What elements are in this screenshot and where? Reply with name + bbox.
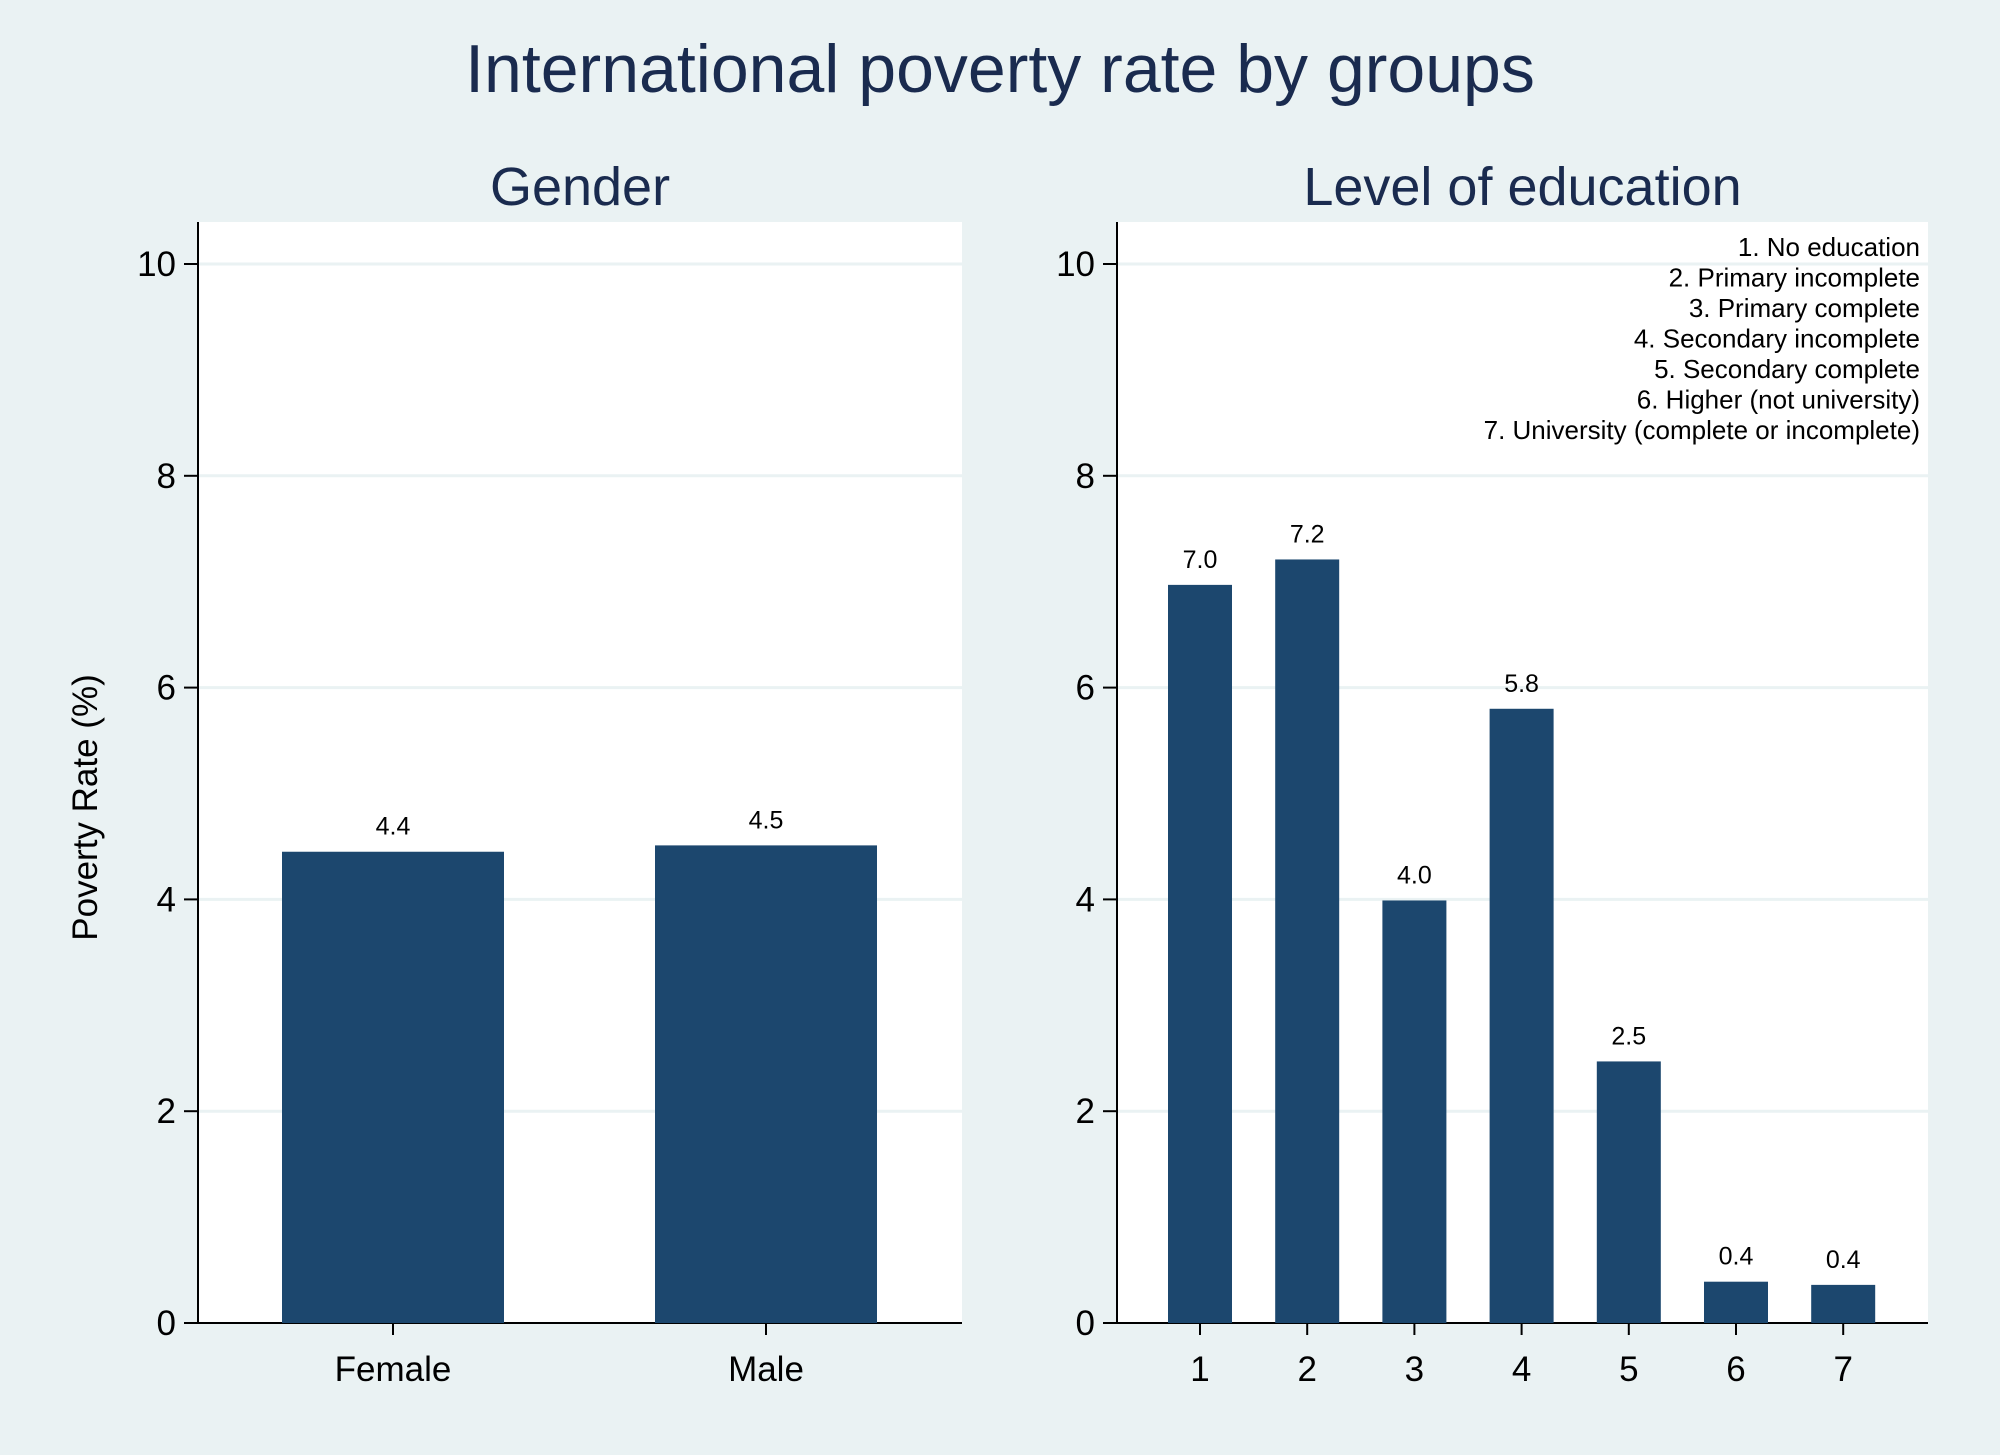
bar-female [282,851,504,1323]
panel-title: Level of education [1303,157,1741,217]
bar-1 [1168,584,1232,1323]
panel-title: Gender [490,157,670,217]
x-tick-label: 5 [1619,1350,1638,1389]
x-tick-label: 4 [1512,1350,1531,1389]
note-line: 1. No education [1738,232,1920,262]
data-label: 4.4 [376,813,411,841]
note-line: 4. Secondary incomplete [1634,324,1920,354]
x-tick-label: 1 [1190,1350,1209,1389]
data-label: 2.5 [1611,1022,1646,1050]
note-line: 6. Higher (not university) [1637,385,1920,415]
chart-title: International poverty rate by groups [465,31,1535,107]
data-label: 4.5 [749,806,784,834]
note-line: 3. Primary complete [1689,293,1920,323]
bar-male [655,845,877,1323]
x-tick-label: 2 [1297,1350,1316,1389]
x-tick-label: Male [728,1350,804,1389]
note-line: 2. Primary incomplete [1669,263,1920,293]
bar-6 [1704,1281,1768,1323]
y-tick-label: 2 [1076,1092,1095,1131]
y-axis-title: Poverty Rate (%) [66,674,105,940]
x-tick-label: 7 [1833,1350,1852,1389]
y-tick-label: 6 [157,669,176,708]
note-line: 5. Secondary complete [1654,354,1920,384]
data-label: 7.2 [1290,520,1325,548]
x-tick-label: 3 [1405,1350,1424,1389]
bar-3 [1382,900,1447,1323]
y-tick-label: 4 [1076,880,1095,919]
bar-4 [1489,708,1554,1323]
bar-2 [1275,559,1340,1323]
y-tick-label: 8 [157,457,176,496]
bar-7 [1811,1284,1876,1323]
x-tick-label: Female [335,1350,452,1389]
y-tick-label: 10 [137,245,176,284]
data-label: 0.4 [1719,1243,1754,1271]
y-tick-label: 0 [157,1304,176,1343]
y-tick-label: 8 [1076,457,1095,496]
bar-5 [1596,1061,1661,1323]
y-tick-label: 2 [157,1092,176,1131]
data-label: 5.8 [1504,670,1539,698]
note-line: 7. University (complete or incomplete) [1484,415,1920,445]
x-tick-label: 6 [1726,1350,1745,1389]
y-tick-label: 6 [1076,669,1095,708]
y-tick-label: 4 [157,880,176,919]
data-label: 0.4 [1826,1246,1861,1274]
y-tick-label: 0 [1076,1304,1095,1343]
data-label: 7.0 [1183,546,1218,574]
y-tick-label: 10 [1056,245,1095,284]
data-label: 4.0 [1397,861,1432,889]
